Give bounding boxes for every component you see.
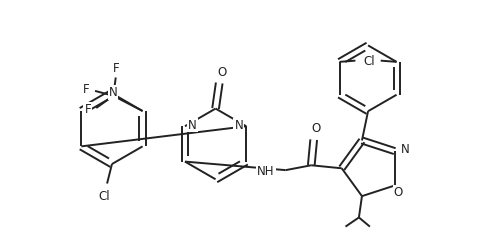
Text: F: F <box>369 55 376 68</box>
Text: F: F <box>85 103 91 116</box>
Text: O: O <box>394 186 403 199</box>
Text: F: F <box>112 62 119 75</box>
Text: O: O <box>312 122 321 135</box>
Text: N: N <box>234 119 243 132</box>
Text: N: N <box>188 119 197 132</box>
Text: N: N <box>401 143 410 156</box>
Text: F: F <box>83 83 90 96</box>
Text: Cl: Cl <box>99 190 110 203</box>
Text: O: O <box>217 65 226 79</box>
Text: N: N <box>109 86 118 99</box>
Text: NH: NH <box>257 165 275 178</box>
Text: Cl: Cl <box>363 55 375 68</box>
